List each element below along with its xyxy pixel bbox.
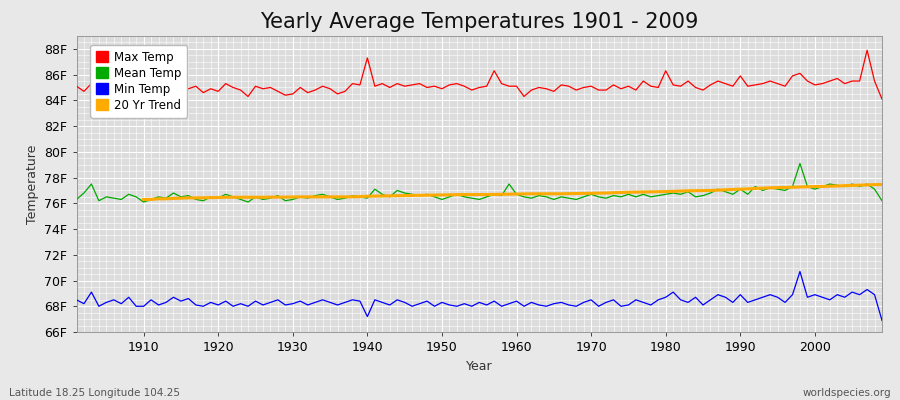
Title: Yearly Average Temperatures 1901 - 2009: Yearly Average Temperatures 1901 - 2009 bbox=[260, 12, 698, 32]
Legend: Max Temp, Mean Temp, Min Temp, 20 Yr Trend: Max Temp, Mean Temp, Min Temp, 20 Yr Tre… bbox=[91, 45, 187, 118]
Text: Latitude 18.25 Longitude 104.25: Latitude 18.25 Longitude 104.25 bbox=[9, 388, 180, 398]
X-axis label: Year: Year bbox=[466, 360, 492, 372]
Text: worldspecies.org: worldspecies.org bbox=[803, 388, 891, 398]
Y-axis label: Temperature: Temperature bbox=[26, 144, 39, 224]
